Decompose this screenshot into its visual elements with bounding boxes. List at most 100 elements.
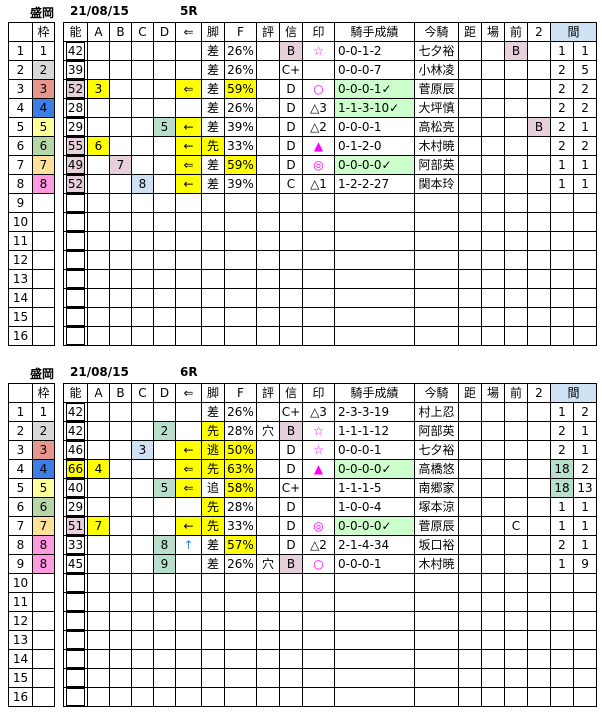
col-a-cell[interactable]: 3 (87, 79, 110, 99)
ma-2-cell[interactable]: 2 (572, 79, 598, 99)
f-rate-cell[interactable] (224, 193, 257, 213)
arrow-cell[interactable] (175, 326, 202, 346)
arrow-cell[interactable] (175, 687, 202, 707)
row-number-cell[interactable]: 1 (8, 41, 33, 61)
arrow-cell[interactable] (175, 611, 202, 631)
shirushi-cell[interactable] (302, 212, 335, 232)
col-a-cell[interactable] (87, 554, 110, 574)
kyori-cell[interactable] (458, 649, 482, 669)
col-a-cell[interactable] (87, 440, 110, 460)
mae-cell[interactable] (504, 193, 528, 213)
mae-cell[interactable] (504, 98, 528, 118)
ma-1-cell[interactable] (550, 326, 574, 346)
mae-cell[interactable] (504, 440, 528, 460)
jockey-cell[interactable]: 木村暁 (414, 136, 459, 156)
col-d-cell[interactable]: 9 (153, 554, 176, 574)
col-d-cell[interactable] (153, 193, 176, 213)
jockey-cell[interactable] (414, 231, 459, 251)
col-a-cell[interactable] (87, 535, 110, 555)
jockey-cell[interactable] (414, 592, 459, 612)
row-number-cell[interactable]: 4 (8, 459, 33, 479)
col-c-cell[interactable]: 8 (131, 174, 154, 194)
ma-1-cell[interactable]: 2 (550, 117, 574, 137)
ma-1-cell[interactable] (550, 611, 574, 631)
shirushi-cell[interactable]: △3 (302, 402, 335, 422)
jockey-cell[interactable] (414, 212, 459, 232)
ma-1-cell[interactable] (550, 250, 574, 270)
ma-2-cell[interactable] (572, 573, 598, 593)
col-b-cell[interactable] (109, 516, 132, 536)
nou-cell[interactable] (63, 212, 88, 232)
shin-cell[interactable] (279, 649, 303, 669)
ma-2-cell[interactable]: 1 (572, 516, 598, 536)
hyo-cell[interactable] (256, 573, 280, 593)
col-c-cell[interactable] (131, 193, 154, 213)
ba-cell[interactable] (481, 535, 505, 555)
ni-cell[interactable] (527, 592, 551, 612)
kyori-cell[interactable] (458, 630, 482, 650)
ni-cell[interactable] (527, 535, 551, 555)
jockey-record-cell[interactable]: 0-0-0-1✓ (334, 79, 415, 99)
mae-cell[interactable] (504, 535, 528, 555)
ni-cell[interactable] (527, 516, 551, 536)
shin-cell[interactable]: C+ (279, 478, 303, 498)
kyori-cell[interactable] (458, 269, 482, 289)
col-b-cell[interactable] (109, 478, 132, 498)
ni-cell[interactable]: B (527, 117, 551, 137)
col-c-cell[interactable] (131, 668, 154, 688)
shirushi-cell[interactable] (302, 231, 335, 251)
shin-cell[interactable] (279, 307, 303, 327)
nou-cell[interactable] (63, 288, 88, 308)
kyori-cell[interactable] (458, 79, 482, 99)
shin-cell[interactable]: D (279, 497, 303, 517)
nou-cell[interactable]: 66 (63, 459, 88, 479)
ni-cell[interactable] (527, 269, 551, 289)
ashi-cell[interactable]: 追 (201, 478, 225, 498)
jockey-record-cell[interactable] (334, 649, 415, 669)
kyori-cell[interactable] (458, 307, 482, 327)
ma-2-cell[interactable]: 1 (572, 41, 598, 61)
jockey-cell[interactable] (414, 307, 459, 327)
col-b-cell[interactable] (109, 497, 132, 517)
row-number-cell[interactable]: 12 (8, 611, 33, 631)
arrow-cell[interactable] (175, 307, 202, 327)
jockey-cell[interactable] (414, 630, 459, 650)
mae-cell[interactable] (504, 60, 528, 80)
kyori-cell[interactable] (458, 212, 482, 232)
jockey-cell[interactable]: 菅原辰 (414, 516, 459, 536)
col-d-cell[interactable]: 8 (153, 535, 176, 555)
f-rate-cell[interactable] (224, 649, 257, 669)
col-a-cell[interactable] (87, 212, 110, 232)
col-c-cell[interactable] (131, 136, 154, 156)
arrow-cell[interactable] (175, 630, 202, 650)
ma-1-cell[interactable]: 2 (550, 98, 574, 118)
col-c-cell[interactable] (131, 212, 154, 232)
col-b-cell[interactable] (109, 573, 132, 593)
col-a-cell[interactable] (87, 478, 110, 498)
arrow-cell[interactable]: ← (175, 174, 202, 194)
ba-cell[interactable] (481, 440, 505, 460)
waku-cell[interactable] (32, 630, 55, 650)
jockey-cell[interactable]: 坂口裕 (414, 535, 459, 555)
col-b-cell[interactable] (109, 307, 132, 327)
hyo-cell[interactable] (256, 630, 280, 650)
nou-cell[interactable]: 33 (63, 535, 88, 555)
col-c-cell[interactable] (131, 288, 154, 308)
ni-cell[interactable] (527, 668, 551, 688)
ashi-cell[interactable]: 差 (201, 60, 225, 80)
jockey-cell[interactable]: 高橋悠 (414, 459, 459, 479)
col-c-cell[interactable] (131, 611, 154, 631)
col-d-cell[interactable] (153, 459, 176, 479)
jockey-record-cell[interactable]: 0-0-0-0✓ (334, 459, 415, 479)
waku-cell[interactable] (32, 307, 55, 327)
waku-cell[interactable] (32, 573, 55, 593)
col-b-cell[interactable] (109, 231, 132, 251)
col-b-cell[interactable]: 7 (109, 155, 132, 175)
row-number-cell[interactable]: 9 (8, 193, 33, 213)
jockey-record-cell[interactable]: 0-0-0-0✓ (334, 155, 415, 175)
waku-cell[interactable] (32, 231, 55, 251)
waku-cell[interactable]: 1 (32, 402, 55, 422)
row-number-cell[interactable]: 11 (8, 592, 33, 612)
f-rate-cell[interactable] (224, 668, 257, 688)
ba-cell[interactable] (481, 611, 505, 631)
